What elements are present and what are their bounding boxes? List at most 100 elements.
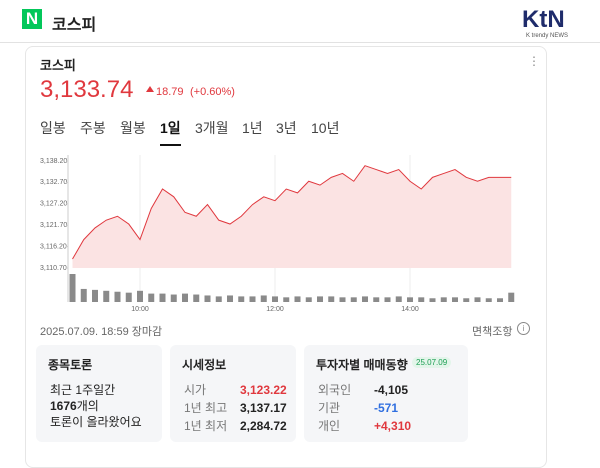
- row-value: -4,105: [374, 383, 409, 397]
- volume-bar: [114, 291, 121, 302]
- volume-bar: [137, 290, 143, 302]
- volume-bar: [272, 296, 278, 302]
- investors-card[interactable]: 투자자별 매매동향 25.07.09 외국인 -4,105 기관 -571 개인 +4,3…: [304, 345, 468, 442]
- volume-bar: [92, 289, 98, 302]
- row-label: 외국인: [318, 383, 352, 397]
- discussion-card[interactable]: 종목토론 최근 1주일간 1676개의 토론이 올라왔어요: [36, 345, 162, 442]
- badge: 25.07.09: [412, 357, 452, 368]
- volume-bar: [452, 297, 458, 302]
- volume-bar: [350, 297, 357, 302]
- volume-bar: [125, 292, 132, 302]
- card-title: 종목토론: [48, 358, 93, 372]
- row-value: -571: [374, 401, 399, 415]
- tab[interactable]: 1일: [160, 118, 181, 146]
- tab[interactable]: 주봉: [80, 120, 106, 136]
- row-value: 3,123.22: [240, 383, 287, 397]
- volume-bar: [305, 297, 312, 302]
- header: N 코스피 KtN K trendy NEWS: [0, 0, 600, 43]
- row-label: 1년 최고: [184, 401, 228, 415]
- x-tick-label: 10:00: [131, 306, 149, 313]
- volume-bar: [317, 296, 323, 302]
- y-tick-label: 3,138.20: [40, 158, 67, 165]
- volume-bar: [407, 297, 413, 302]
- volume-bar: [474, 297, 481, 302]
- chart: 10:00 12:00 14:00 3,110.70 3,116.20 3,121.70 3…: [40, 155, 515, 313]
- row-label: 기관: [318, 401, 341, 415]
- line: [72, 165, 512, 260]
- tab[interactable]: 월봉: [120, 120, 146, 136]
- volume-bar: [508, 292, 515, 302]
- timestamp: 2025.07.09. 18:59 장마감: [40, 326, 163, 338]
- disclaimer[interactable]: 면책조항: [472, 326, 513, 338]
- volume-bar: [485, 298, 492, 302]
- card-title: 시세정보: [182, 358, 227, 372]
- volume-bar: [497, 298, 503, 302]
- volume-bar: [463, 298, 470, 302]
- tab[interactable]: 일봉: [40, 120, 66, 136]
- area: [72, 165, 512, 268]
- info-row: 1년 최저 2,284.72: [184, 417, 287, 434]
- info-row: 기관 -571: [318, 399, 398, 416]
- row-label: 1년 최저: [184, 419, 228, 433]
- y-tick-label: 3,127.20: [40, 201, 67, 208]
- row-label: 시가: [184, 383, 207, 397]
- info-row: 개인 +4,310: [318, 417, 411, 434]
- volume-bar: [384, 297, 391, 302]
- volume-bar: [238, 296, 245, 302]
- volume-bar: [159, 293, 166, 302]
- card-text: 개의: [76, 399, 99, 413]
- change: 18.79: [156, 86, 184, 98]
- y-tick-label: 3,110.70: [40, 265, 67, 272]
- volume-bar: [227, 295, 233, 302]
- tab[interactable]: 10년: [311, 120, 340, 136]
- volume-bar: [80, 288, 87, 302]
- volume-bar: [395, 296, 402, 302]
- volume-bar: [328, 296, 335, 302]
- count: 1676: [50, 399, 77, 413]
- tab[interactable]: 3년: [276, 120, 297, 136]
- y-tick-label: 3,116.20: [40, 243, 67, 250]
- info-row: 1년 최고 3,137.17: [184, 399, 287, 416]
- volume-bar: [204, 295, 211, 302]
- info-row: 시가 3,123.22: [184, 381, 287, 398]
- volume-bar: [294, 296, 301, 302]
- y-tick-label: 3,132.70: [40, 179, 67, 186]
- card-title: 투자자별 매매동향: [316, 358, 408, 372]
- volume-bar: [283, 297, 290, 302]
- volume-bar: [429, 298, 436, 302]
- volume-bar: [260, 295, 267, 302]
- volume-bar: [249, 296, 256, 302]
- row-value: +4,310: [374, 419, 412, 433]
- volume-bar: [215, 296, 222, 302]
- tab[interactable]: 3개월: [195, 120, 229, 136]
- volume-bar: [69, 274, 76, 302]
- volume-bar: [148, 293, 155, 302]
- volume-bar: [193, 294, 200, 302]
- volume-bar: [182, 293, 188, 302]
- more-menu[interactable]: ⋮: [528, 54, 540, 68]
- info-row: 외국인 -4,105: [318, 381, 408, 398]
- volume-bar: [103, 290, 110, 302]
- logo[interactable]: N: [22, 9, 42, 29]
- price-info-card[interactable]: 시세정보 시가 3,123.22 1년 최고 3,137.17 1년 최저 2,284.7…: [170, 345, 296, 442]
- volume-bar: [339, 297, 346, 302]
- volume-bar: [170, 294, 177, 302]
- row-value: 3,137.17: [240, 401, 287, 415]
- up-arrow: [146, 86, 154, 92]
- tab[interactable]: 1년: [242, 120, 263, 136]
- x-tick-label: 14:00: [401, 306, 419, 313]
- info-icon[interactable]: i: [517, 322, 530, 335]
- volume-bar: [362, 296, 368, 302]
- row-value: 2,284.72: [240, 419, 287, 433]
- card-text: 토론이 올라왔어요: [50, 415, 142, 429]
- volume-bar: [440, 297, 447, 302]
- card-text: 최근 1주일간: [50, 383, 116, 397]
- header-title: 코스피: [52, 17, 97, 34]
- quote-name: 코스피: [40, 58, 76, 73]
- row-label: 개인: [318, 419, 341, 433]
- brand-sub: K trendy NEWS: [526, 33, 569, 39]
- brand: KtN: [522, 6, 565, 33]
- y-tick-label: 3,121.70: [40, 222, 67, 229]
- price: 3,133.74: [40, 76, 134, 103]
